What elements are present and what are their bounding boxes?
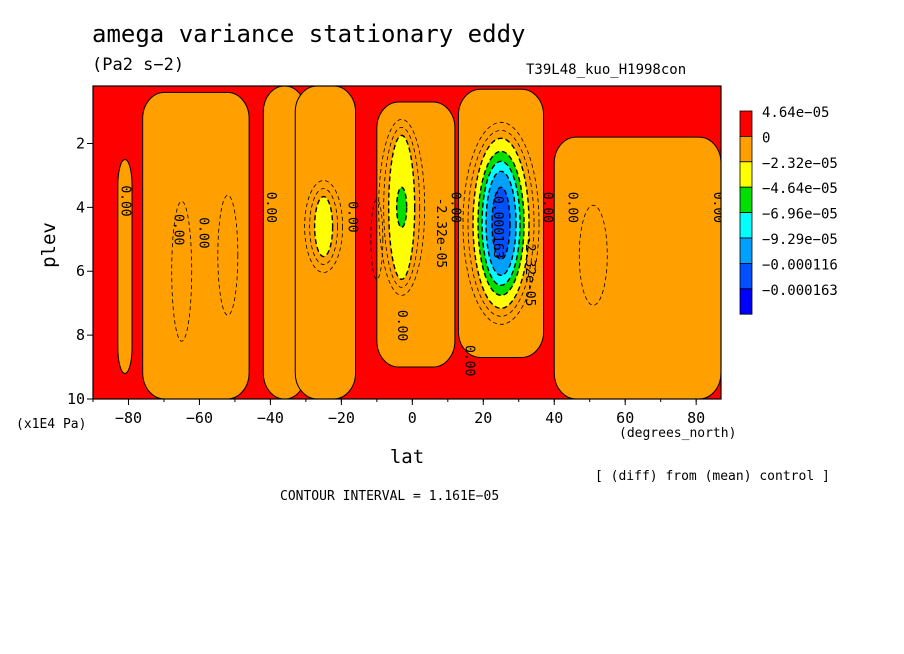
orange-region-0 <box>117 158 133 374</box>
y-tick-label-4: 10 <box>67 390 85 408</box>
contour-label-6: -2.32e-05 <box>433 198 448 268</box>
x-tick-label-7: 60 <box>616 409 634 427</box>
contour-label-2: 0.00 <box>195 217 210 248</box>
colorbar-swatch-3 <box>739 186 753 213</box>
colorbar-swatch-1 <box>739 135 753 163</box>
colorbar-swatch-6 <box>739 262 753 290</box>
extra-dashed-contour-0 <box>171 200 193 342</box>
colorbar-label-7: −0.000163 <box>762 283 838 299</box>
colorbar-swatch-4 <box>739 212 753 239</box>
run-label: T39L48_kuo_H1998con <box>526 62 687 78</box>
contour-label-1: 0.00 <box>171 214 186 245</box>
contour-label-5: 0.00 <box>394 310 409 341</box>
contour-label-4: 0.00 <box>344 201 359 232</box>
minimum-2-contour-2 <box>462 121 540 325</box>
colorbar-label-3: −4.64e−05 <box>762 181 838 197</box>
contour-label-11: 0.00 <box>540 192 555 223</box>
y-tick-label-2: 6 <box>76 262 85 280</box>
minimum-1-contour-2 <box>378 118 426 296</box>
diff-note: [ (diff) from (mean) control ] <box>595 469 830 484</box>
x-tick-label-0: −80 <box>115 409 142 427</box>
minimum-2-contour-1 <box>467 129 535 317</box>
plot-frame <box>92 85 722 400</box>
chart-title: amega variance stationary eddy <box>92 20 526 48</box>
contour-label-12: 0.00 <box>564 192 579 223</box>
x-tick-label-3: −20 <box>328 409 355 427</box>
contour-label-0: 0.00 <box>117 185 132 216</box>
orange-region-6 <box>553 136 721 399</box>
extra-dashed-contour-2 <box>578 204 608 306</box>
y-tick-label-1: 4 <box>76 198 85 216</box>
minimum-0-shade-0 <box>313 195 334 258</box>
x-axis-units: (degrees_north) <box>619 426 736 441</box>
contour-label-9: -0.000163 <box>490 188 505 258</box>
colorbar-swatch-2 <box>739 161 753 188</box>
colorbar-label-2: −2.32e−05 <box>762 156 838 172</box>
colorbar-swatch-0 <box>739 110 753 137</box>
colorbar-swatch-5 <box>739 237 753 264</box>
x-tick-label-2: −40 <box>257 409 284 427</box>
colorbar-label-6: −0.000116 <box>762 257 838 273</box>
contour-interval: CONTOUR INTERVAL = 1.161E−05 <box>280 489 500 504</box>
x-tick-label-1: −60 <box>186 409 213 427</box>
colorbar-label-4: −6.96e−05 <box>762 207 838 223</box>
contour-label-13: 0.00 <box>710 192 725 223</box>
minimum-1-shade-1 <box>395 186 408 229</box>
extra-dashed-contour-1 <box>217 194 239 316</box>
y-axis-units: (x1E4 Pa) <box>16 417 86 432</box>
x-tick-label-5: 20 <box>474 409 492 427</box>
contour-label-8: 0.00 <box>462 345 477 376</box>
colorbar-label-1: 0 <box>762 130 770 146</box>
chart-units: (Pa2 s−2) <box>92 55 185 75</box>
colorbar-label-5: −9.29e−05 <box>762 232 838 248</box>
y-axis-label: plev <box>38 222 60 268</box>
colorbar-label-0: 4.64e−05 <box>762 105 829 121</box>
colorbar-swatch-7 <box>739 288 753 315</box>
minimum-0-contour-2 <box>304 180 344 273</box>
orange-region-1 <box>142 91 250 399</box>
x-tick-label-8: 80 <box>687 409 705 427</box>
y-tick-label-3: 8 <box>76 326 85 344</box>
x-tick-label-6: 40 <box>545 409 563 427</box>
minimum-1-contour-1 <box>383 126 421 288</box>
contour-label-3: 0.00 <box>263 192 278 223</box>
contour-label-7: 0.00 <box>447 192 462 223</box>
contour-label-10: -2.32e-05 <box>522 236 537 306</box>
y-tick-label-0: 2 <box>76 134 85 152</box>
minimum-2-shade-4 <box>491 186 511 261</box>
extra-dashed-contour-3 <box>370 198 384 280</box>
minimum-0-contour-1 <box>309 188 339 265</box>
x-axis-label: lat <box>390 446 424 468</box>
x-tick-label-4: 0 <box>408 409 417 427</box>
